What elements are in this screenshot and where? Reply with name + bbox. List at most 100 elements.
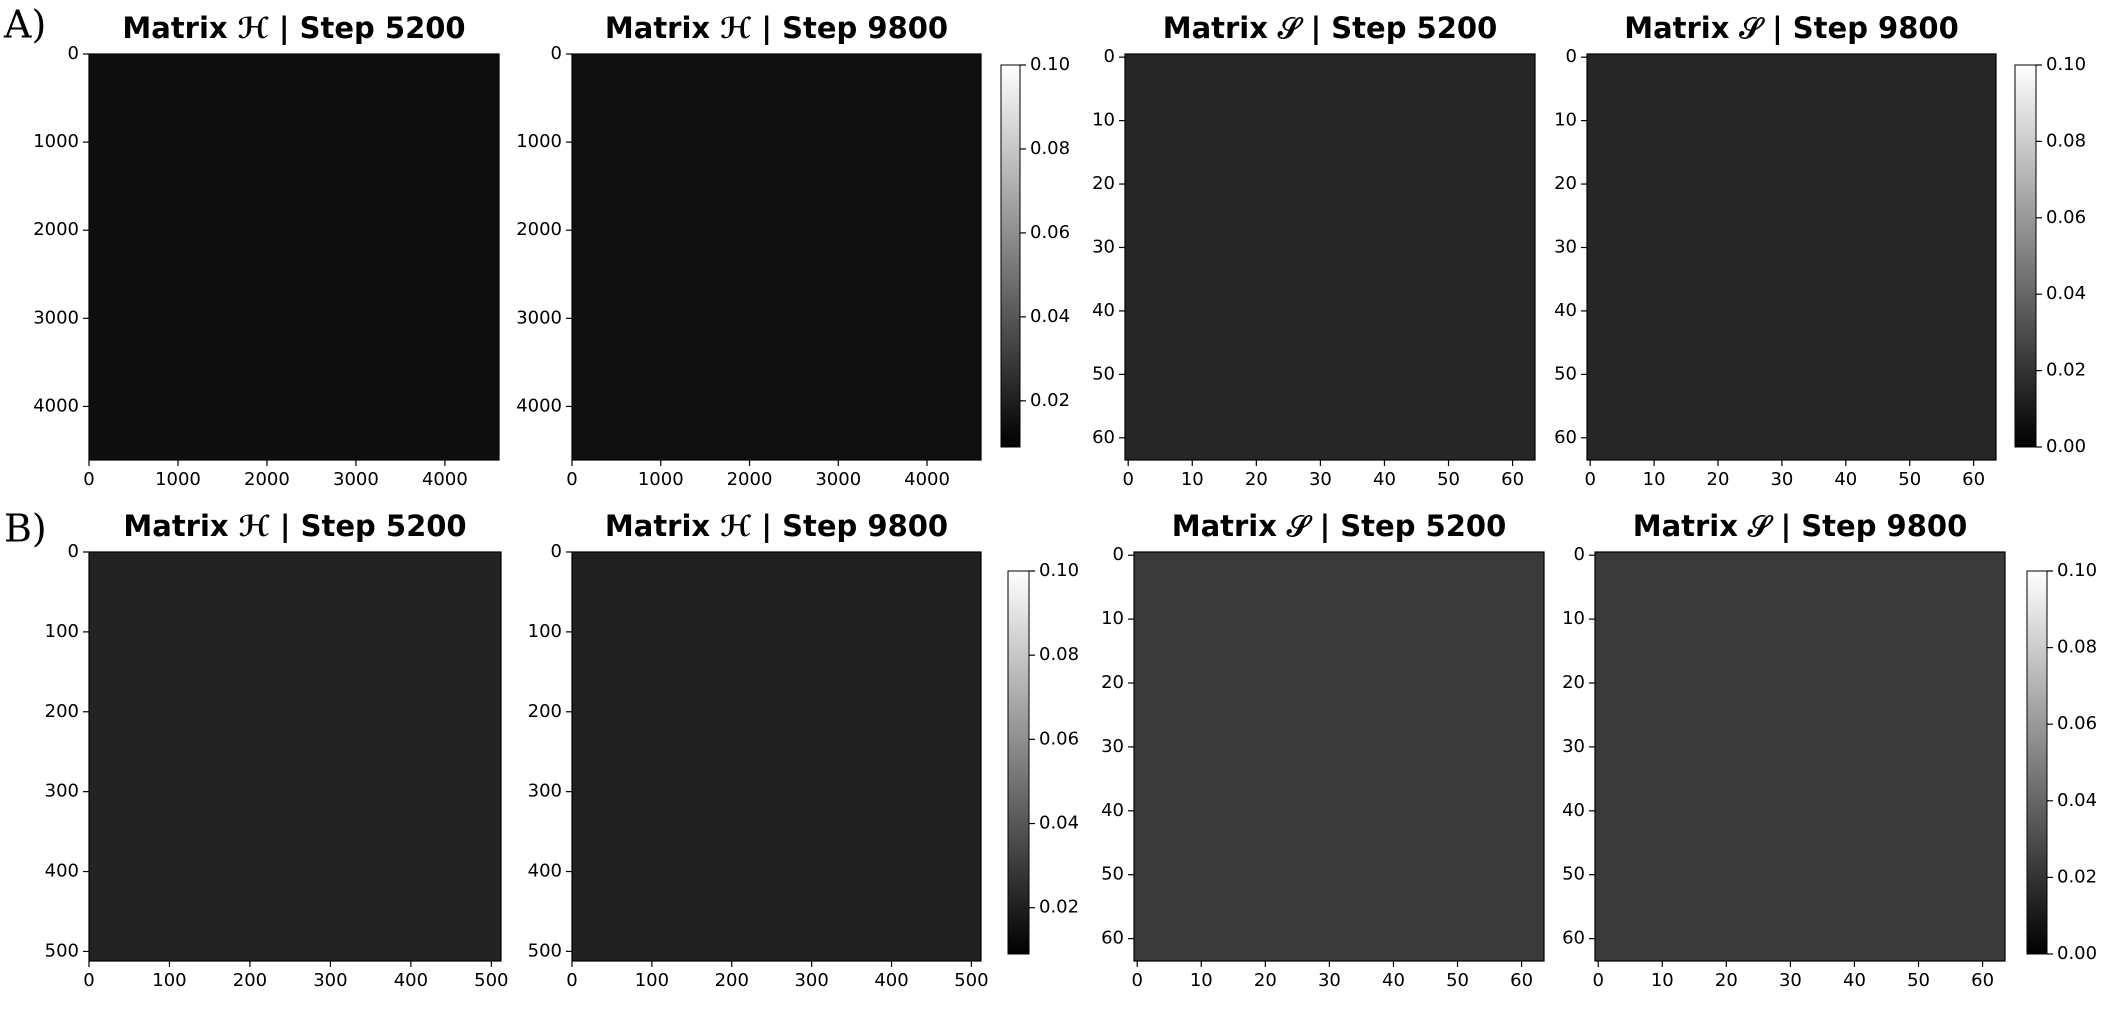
x-tick-label: 0 — [1592, 970, 1603, 991]
y-tick-label: 0 — [1566, 46, 1577, 67]
y-tick-label: 60 — [1101, 928, 1124, 949]
y-tick-label: 20 — [1101, 672, 1124, 693]
y-tick-label: 0 — [68, 43, 79, 64]
heatmap-image — [89, 54, 499, 460]
x-tick-label: 2000 — [727, 469, 773, 490]
colorbar-tick-label: 0.04 — [2046, 283, 2086, 304]
x-tick-label: 30 — [1309, 469, 1332, 490]
colorbar-tick-label: 0.06 — [1039, 728, 1079, 749]
y-tick-label: 100 — [528, 621, 562, 642]
x-tick-label: 1000 — [155, 469, 201, 490]
colorbar-tick-label: 0.10 — [2057, 560, 2097, 581]
heatmap-image — [572, 552, 981, 961]
x-tick-label: 0 — [1131, 970, 1142, 991]
colorbar — [1007, 570, 1030, 955]
x-tick-label: 20 — [1254, 970, 1277, 991]
x-tick-label: 20 — [1707, 469, 1730, 490]
x-tick-label: 400 — [874, 970, 908, 991]
x-tick-label: 60 — [1962, 469, 1985, 490]
colorbar-tick-label: 0.04 — [2057, 790, 2097, 811]
y-tick-label: 50 — [1562, 864, 1585, 885]
y-tick-label: 200 — [45, 701, 79, 722]
y-tick-label: 200 — [528, 701, 562, 722]
x-tick-label: 4000 — [904, 469, 950, 490]
x-tick-label: 3000 — [333, 469, 379, 490]
colorbar-tick-label: 0.02 — [2057, 866, 2097, 887]
x-tick-label: 60 — [1501, 469, 1524, 490]
y-tick-label: 60 — [1562, 928, 1585, 949]
y-tick-label: 400 — [45, 861, 79, 882]
y-tick-label: 0 — [1574, 544, 1585, 565]
colorbar-tick-label: 0.00 — [2057, 943, 2097, 964]
heatmap-image — [572, 54, 981, 460]
y-tick-label: 30 — [1554, 236, 1577, 257]
colorbar-tick-label: 0.02 — [1039, 897, 1079, 918]
x-tick-label: 50 — [1907, 970, 1930, 991]
x-tick-label: 40 — [1843, 970, 1866, 991]
y-tick-label: 20 — [1092, 173, 1115, 194]
chart-title: Matrix ℋ | Step 5200 — [123, 509, 466, 543]
x-tick-label: 10 — [1190, 970, 1213, 991]
colorbar-tick-label: 0.06 — [1030, 222, 1070, 243]
chart-title: Matrix 𝒮 | Step 9800 — [1633, 509, 1968, 543]
colorbar-tick-label: 0.10 — [1039, 560, 1079, 581]
y-tick-label: 300 — [45, 781, 79, 802]
chart-title: Matrix 𝒮 | Step 5200 — [1172, 509, 1507, 543]
y-tick-label: 50 — [1092, 363, 1115, 384]
x-tick-label: 40 — [1834, 469, 1857, 490]
y-tick-label: 40 — [1562, 800, 1585, 821]
y-tick-label: 4000 — [516, 395, 562, 416]
x-tick-label: 300 — [794, 970, 828, 991]
heatmap-image — [89, 552, 501, 961]
y-tick-label: 3000 — [33, 307, 79, 328]
colorbar-tick-label: 0.08 — [1039, 644, 1079, 665]
axes-frame — [1133, 551, 1545, 962]
x-tick-label: 200 — [233, 970, 267, 991]
x-tick-label: 20 — [1245, 469, 1268, 490]
x-tick-label: 400 — [394, 970, 428, 991]
axes-frame — [1124, 53, 1536, 461]
colorbar-tick-label: 0.08 — [2057, 637, 2097, 658]
axes-frame — [571, 551, 982, 962]
heatmap-image — [1595, 552, 2005, 961]
y-tick-label: 10 — [1562, 608, 1585, 629]
colorbar — [2014, 64, 2037, 448]
colorbar-tick-label: 0.10 — [1030, 54, 1070, 75]
y-tick-label: 0 — [551, 43, 562, 64]
heatmap-image — [1125, 54, 1535, 460]
x-tick-label: 2000 — [244, 469, 290, 490]
chart-title: Matrix 𝒮 | Step 9800 — [1624, 11, 1959, 45]
axes-frame — [88, 53, 500, 461]
y-tick-label: 50 — [1554, 363, 1577, 384]
y-tick-label: 0 — [1113, 544, 1124, 565]
y-tick-label: 20 — [1554, 173, 1577, 194]
x-tick-label: 500 — [474, 970, 508, 991]
x-tick-label: 40 — [1382, 970, 1405, 991]
colorbar — [1000, 64, 1021, 448]
y-tick-label: 40 — [1092, 300, 1115, 321]
x-tick-label: 50 — [1446, 970, 1469, 991]
y-tick-label: 30 — [1101, 736, 1124, 757]
colorbar-tick-label: 0.06 — [2057, 713, 2097, 734]
x-tick-label: 100 — [152, 970, 186, 991]
y-tick-label: 0 — [68, 541, 79, 562]
colorbar — [2026, 570, 2048, 955]
colorbar-tick-label: 0.08 — [1030, 138, 1070, 159]
y-tick-label: 0 — [1104, 46, 1115, 67]
heatmap-image — [1134, 552, 1544, 961]
x-tick-label: 0 — [83, 970, 94, 991]
chart-title: Matrix 𝒮 | Step 5200 — [1163, 11, 1498, 45]
axes-frame — [1586, 53, 1997, 461]
y-tick-label: 4000 — [33, 395, 79, 416]
x-tick-label: 10 — [1181, 469, 1204, 490]
axes-frame — [88, 551, 502, 962]
x-tick-label: 20 — [1715, 970, 1738, 991]
y-tick-label: 30 — [1562, 736, 1585, 757]
x-tick-label: 60 — [1510, 970, 1533, 991]
x-tick-label: 0 — [1584, 469, 1595, 490]
x-tick-label: 30 — [1318, 970, 1341, 991]
chart-title: Matrix ℋ | Step 9800 — [605, 509, 948, 543]
y-tick-label: 40 — [1554, 300, 1577, 321]
x-tick-label: 300 — [313, 970, 347, 991]
